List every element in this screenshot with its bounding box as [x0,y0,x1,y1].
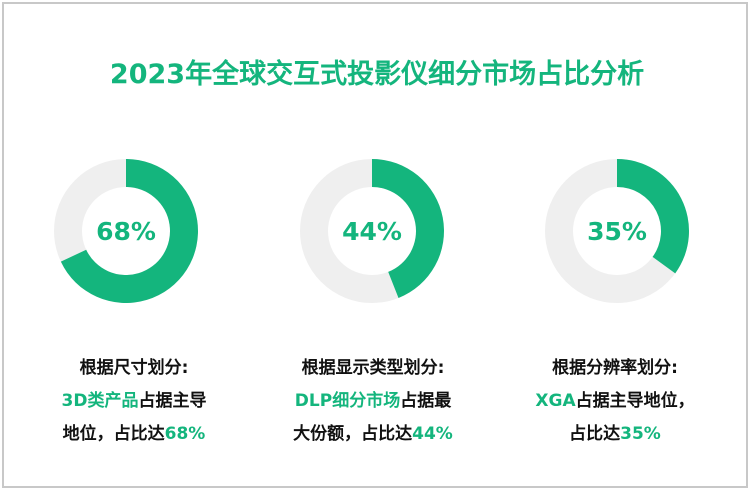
donut-value-segment [617,159,689,274]
caption-text: 占比达 [569,424,621,444]
caption-highlight: DLP细分市场 [294,391,401,411]
caption-percent: 44% [412,424,453,444]
donut-chart-resolution: 35% [545,159,689,303]
caption-highlight: 3D类产品 [61,391,139,411]
caption-percent: 35% [620,424,661,444]
donut-center-label: 35% [587,217,647,246]
donut-center-label: 68% [96,217,156,246]
caption-highlight: XGA [535,391,576,411]
chart-frame [2,2,748,488]
donut-value-segment [60,159,198,303]
caption-heading: 根据分辨率划分: [552,358,678,378]
caption-heading: 根据显示类型划分: [301,358,445,378]
caption-text: 地位，占比达 [62,424,165,444]
caption-resolution: 根据分辨率划分: XGA占据主导地位， 占比达35% [495,352,735,451]
caption-size: 根据尺寸划分: 3D类产品占据主导 地位，占比达68% [14,352,254,451]
donut-center-label: 44% [342,217,402,246]
caption-display-type: 根据显示类型划分: DLP细分市场占据最 大份额，占比达44% [253,352,493,451]
caption-text: 占据最 [400,391,452,411]
donut-value-segment [372,159,445,298]
caption-text: 占据主导 [138,391,207,411]
chart-title: 2023年全球交互式投影仪细分市场占比分析 [109,59,645,90]
donut-chart-display-type: 44% [300,159,445,303]
caption-text: 占据主导地位， [575,391,695,411]
donut-chart-size: 68% [54,159,198,303]
caption-text: 大份额，占比达 [293,424,413,444]
caption-heading: 根据尺寸划分: [79,358,189,378]
caption-percent: 68% [164,424,206,444]
